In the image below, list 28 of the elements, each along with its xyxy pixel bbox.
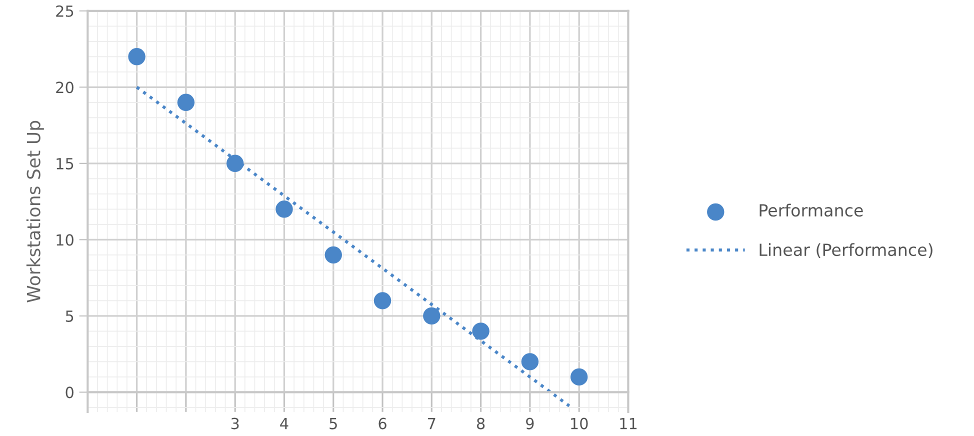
point <box>423 307 440 325</box>
legend-label: Linear (Performance) <box>760 243 932 258</box>
x-tick-label: 5 <box>330 418 337 430</box>
point <box>276 200 293 218</box>
point <box>374 292 392 310</box>
point <box>324 246 342 264</box>
y-tick-label: 5 <box>66 310 74 322</box>
legend-label: Performance <box>760 204 863 217</box>
x-tick-label: 11 <box>620 418 637 430</box>
point <box>177 94 195 112</box>
y-tick-label: 25 <box>56 5 74 17</box>
y-tick-label: 10 <box>56 234 74 246</box>
x-tick-label: 3 <box>231 418 239 430</box>
point <box>128 48 146 66</box>
y-tick-label: 15 <box>56 158 74 170</box>
x-tick-label: 7 <box>428 418 436 430</box>
x-tick-label: 8 <box>476 418 485 430</box>
x-tick-label: 6 <box>378 418 386 430</box>
point <box>226 154 244 172</box>
point <box>472 322 490 340</box>
y-tick-label: 0 <box>66 386 74 398</box>
x-tick-label: 9 <box>526 418 534 430</box>
y-axis-title: Workstations Set Up <box>26 120 44 302</box>
point <box>521 353 539 370</box>
point <box>570 368 588 386</box>
x-tick-label: 10 <box>571 418 588 430</box>
y-tick-label: 20 <box>56 82 74 94</box>
x-tick-label: 4 <box>280 418 288 430</box>
